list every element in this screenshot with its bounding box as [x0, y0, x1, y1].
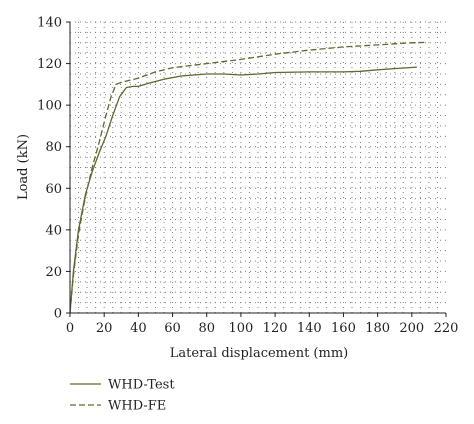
x-tick-label: 40	[130, 321, 147, 336]
x-tick-label: 0	[66, 321, 74, 336]
y-tick-label: 120	[37, 57, 62, 72]
x-tick-label: 180	[365, 321, 390, 336]
gridlines	[70, 21, 446, 313]
x-tick-label: 20	[96, 321, 113, 336]
x-tick-label: 200	[399, 321, 424, 336]
legend: WHD-Test WHD-FE	[70, 378, 175, 414]
series-line-whd-fe	[69, 41, 426, 314]
y-tick-label: 80	[45, 140, 62, 155]
y-tick-label: 20	[45, 265, 62, 280]
x-tick-label: 80	[198, 321, 215, 336]
y-tick-label: 60	[45, 182, 62, 197]
x-tick-label: 100	[228, 321, 253, 336]
y-tick-label: 0	[54, 307, 62, 322]
x-tick-label: 60	[164, 321, 181, 336]
y-tick-label: 40	[45, 223, 62, 238]
data-series	[69, 41, 426, 314]
x-tick-label: 220	[434, 321, 459, 336]
tick-labels: 0 20 40 60 80 100 120 140 160 180 200 220 0 20 40 60 80 1…	[37, 16, 458, 337]
y-tick-label: 140	[37, 16, 62, 31]
y-tick-label: 100	[37, 99, 62, 114]
x-tick-label: 160	[331, 321, 356, 336]
y-axis-title: Load (kN)	[16, 134, 31, 200]
x-axis-title: Lateral displacement (mm)	[170, 346, 348, 361]
x-tick-label: 120	[263, 321, 288, 336]
axes	[69, 22, 446, 314]
legend-label: WHD-FE	[108, 399, 166, 414]
legend-label: WHD-Test	[108, 378, 175, 393]
x-tick-label: 140	[297, 321, 322, 336]
series-line-whd-test	[69, 66, 417, 314]
